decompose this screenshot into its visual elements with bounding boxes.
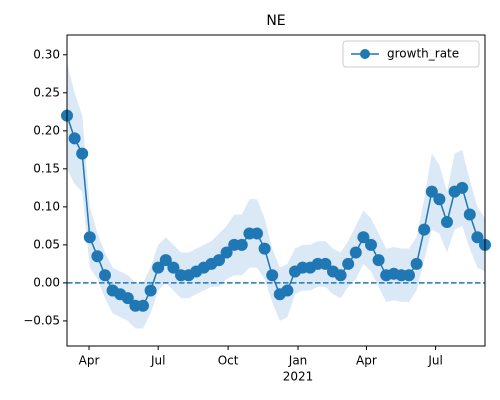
plot-frame — [66, 34, 486, 347]
marker — [91, 250, 104, 263]
marker — [121, 292, 134, 305]
marker — [471, 231, 484, 244]
y-tick-label: 0.05 — [33, 237, 60, 251]
series — [61, 62, 491, 329]
y-tick-label: 0.20 — [33, 123, 60, 137]
marker — [433, 193, 446, 206]
marker — [425, 185, 438, 198]
y-tick-label: 0.25 — [33, 85, 60, 99]
marker — [357, 231, 370, 244]
x-tick-label: Jan — [288, 354, 308, 368]
marker — [463, 208, 476, 221]
marker — [159, 254, 172, 267]
marker — [144, 284, 157, 297]
marker — [152, 261, 165, 274]
marker — [365, 238, 377, 251]
marker — [418, 223, 431, 236]
marker — [334, 269, 347, 282]
marker — [342, 257, 355, 270]
chart-title: NE — [266, 13, 285, 29]
marker — [251, 227, 263, 240]
marker — [99, 269, 111, 282]
marker — [266, 269, 279, 282]
marker — [68, 132, 81, 145]
legend-box — [342, 40, 480, 68]
y-tick-label: 0.30 — [33, 47, 60, 61]
marker — [76, 147, 89, 160]
marker — [258, 242, 271, 255]
marker — [410, 257, 423, 270]
marker — [319, 257, 332, 270]
marker — [403, 269, 415, 282]
marker — [441, 216, 453, 229]
y-tick-label: 0.00 — [33, 275, 60, 289]
marker — [456, 181, 469, 194]
marker — [137, 299, 149, 312]
x-tick-label: Jul — [150, 354, 165, 368]
x-tick-label: Apr — [356, 354, 377, 368]
marker — [213, 254, 225, 267]
marker — [83, 231, 96, 244]
y-tick-label: 0.10 — [33, 199, 60, 213]
legend-marker — [360, 49, 370, 59]
y-tick-label: 0.15 — [33, 161, 60, 175]
x-tick-label: Oct — [218, 354, 239, 368]
marker — [235, 238, 248, 251]
marker — [281, 284, 294, 297]
x-tick-label: Apr — [79, 354, 100, 368]
marker — [349, 246, 362, 259]
marker — [372, 254, 385, 267]
x-tick-label: Jul — [427, 354, 442, 368]
marker — [167, 261, 180, 274]
x-tick-sublabel: 2021 — [283, 370, 314, 384]
y-tick-label: −0.05 — [23, 313, 60, 327]
legend-label: growth_rate — [387, 47, 459, 61]
marker — [220, 246, 233, 259]
